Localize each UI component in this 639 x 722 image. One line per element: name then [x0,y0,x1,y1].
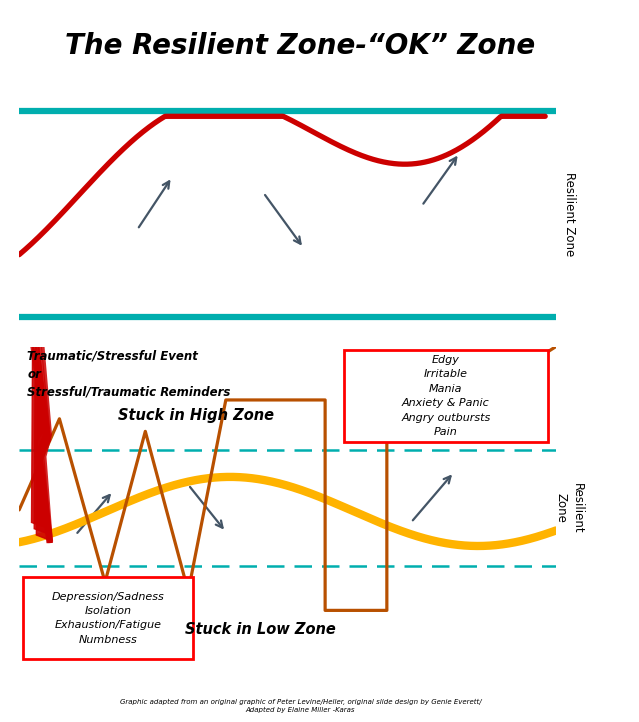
Text: The Resilient Zone-“OK” Zone: The Resilient Zone-“OK” Zone [65,32,535,61]
Text: Traumatic/Stressful Event
or
Stressful/Traumatic Reminders: Traumatic/Stressful Event or Stressful/T… [27,349,231,399]
Text: Graphic adapted from an original graphic of Peter Levine/Heller, original slide : Graphic adapted from an original graphic… [119,699,481,713]
Polygon shape [35,340,51,535]
Text: Stuck in High Zone: Stuck in High Zone [118,408,274,423]
Text: Stuck in Low Zone: Stuck in Low Zone [185,622,336,637]
Polygon shape [36,340,52,542]
Text: Edgy
Irritable
Mania
Anxiety & Panic
Angry outbursts
Pain: Edgy Irritable Mania Anxiety & Panic Ang… [401,355,491,437]
Bar [24,578,192,659]
Text: Depression/Sadness
Isolation
Exhaustion/Fatigue
Numbness: Depression/Sadness Isolation Exhaustion/… [52,591,164,645]
Text: Resilient Zone: Resilient Zone [563,172,576,256]
Text: Resilient
Zone: Resilient Zone [555,483,584,534]
Polygon shape [31,340,49,529]
Bar [344,349,548,443]
